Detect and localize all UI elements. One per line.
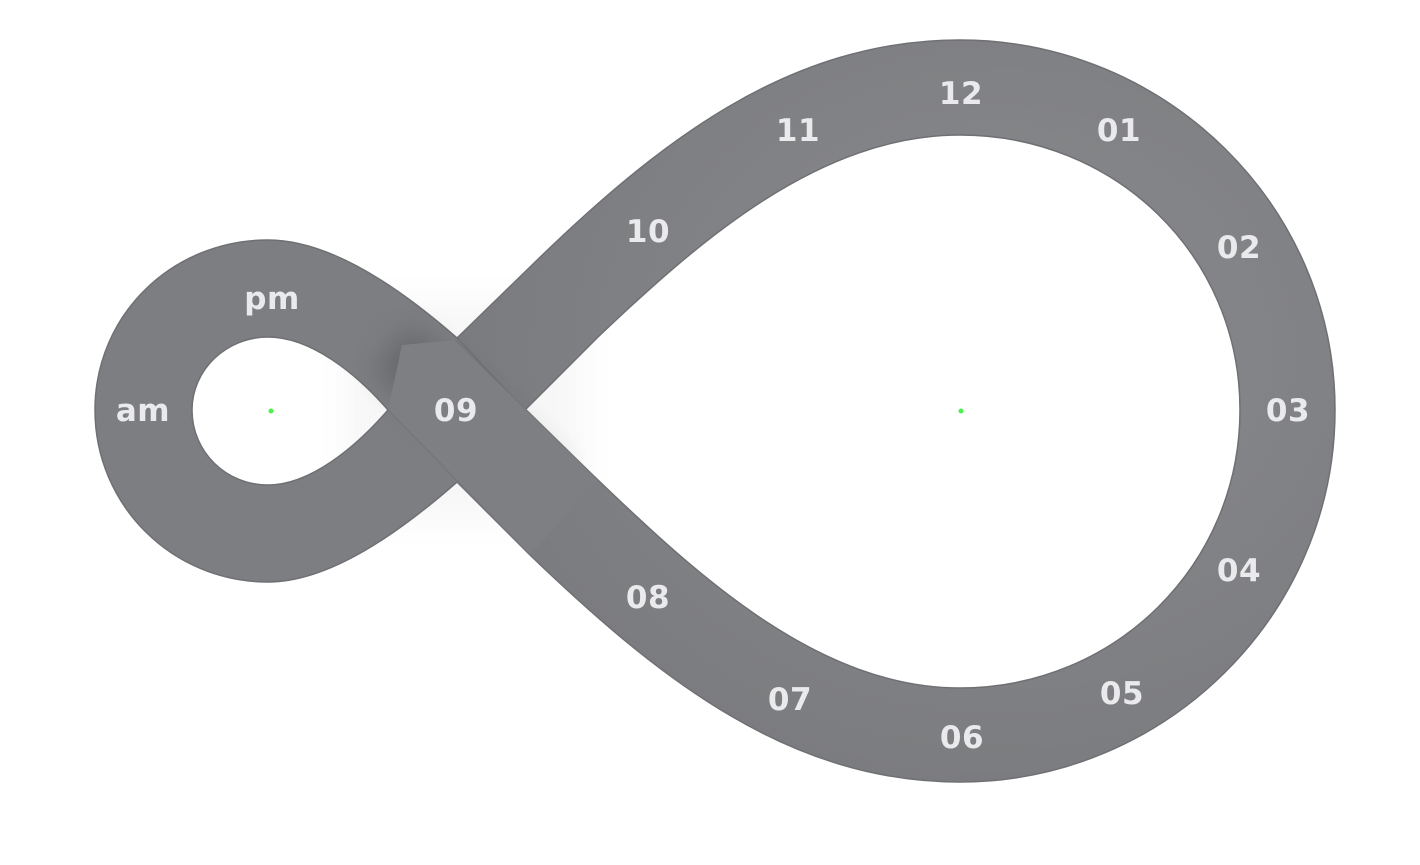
hour-label-10: 10	[626, 214, 670, 250]
large-loop-center-dot	[958, 408, 964, 414]
large-loop-band	[453, 39, 1336, 783]
hour-label-07: 07	[768, 682, 812, 718]
hour-label-11: 11	[776, 113, 820, 149]
hour-label-03: 03	[1266, 393, 1310, 429]
crossing-overpass	[388, 340, 598, 555]
small-loop-center-dot	[268, 408, 274, 414]
hour-label-02: 02	[1217, 230, 1261, 266]
period-label-am: am	[116, 393, 170, 429]
period-label-pm: pm	[244, 281, 300, 317]
crossing-edge-top	[454, 339, 599, 481]
hour-label-06: 06	[940, 720, 984, 756]
hour-label-12: 12	[939, 76, 983, 112]
crossing-edge-bottom	[387, 409, 531, 556]
small-loop-band	[94, 239, 527, 583]
hour-label-01: 01	[1097, 113, 1141, 149]
hour-label-09: 09	[434, 393, 478, 429]
hour-label-08: 08	[626, 580, 670, 616]
hour-label-04: 04	[1217, 553, 1261, 589]
hour-label-05: 05	[1100, 676, 1144, 712]
